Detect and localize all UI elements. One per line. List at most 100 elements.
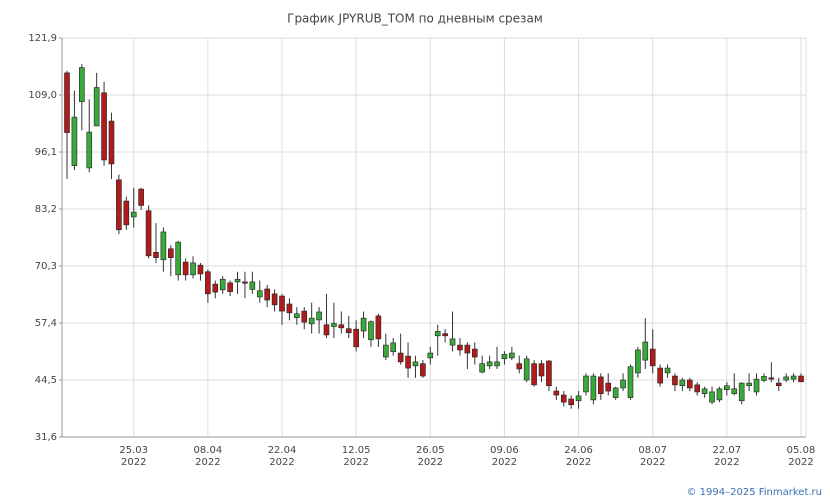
- candle-body: [308, 317, 315, 325]
- candle-body: [323, 324, 330, 336]
- candle-body: [286, 303, 293, 314]
- candle-body: [761, 376, 767, 381]
- candle-body: [605, 382, 612, 392]
- candle-body: [138, 188, 144, 206]
- candle-body: [405, 355, 411, 369]
- x-tick-label: 24.06: [564, 445, 593, 456]
- y-tick-label: 44,5: [35, 375, 57, 386]
- candle-body: [279, 295, 285, 312]
- candle-body: [249, 281, 256, 290]
- candle-body: [798, 375, 804, 383]
- y-tick-label: 57,4: [35, 318, 57, 329]
- candle-body: [123, 200, 130, 226]
- candle-body: [64, 72, 70, 133]
- candle-body: [368, 321, 374, 341]
- candle-body: [449, 338, 456, 346]
- candle-body: [71, 116, 78, 166]
- candle-body: [790, 375, 797, 380]
- y-tick-label: 96,1: [35, 147, 57, 158]
- candle-body: [568, 398, 574, 406]
- x-tick-year: 2022: [121, 457, 146, 468]
- candle-body: [649, 348, 656, 367]
- candle-body: [575, 395, 582, 402]
- x-tick-year: 2022: [343, 457, 368, 468]
- candle-body: [583, 375, 589, 393]
- candle-body: [716, 388, 723, 401]
- candle-body: [664, 367, 671, 374]
- candle-body: [242, 281, 248, 284]
- candle-body: [345, 328, 352, 334]
- x-tick-year: 2022: [640, 457, 665, 468]
- candle-body: [627, 366, 634, 398]
- y-tick-label: 70,3: [35, 261, 57, 272]
- candle-body: [775, 382, 782, 387]
- chart-title: График JPYRUB_TOM по дневным срезам: [287, 12, 543, 26]
- footer: © 1994–2025 Finmarket.ru: [686, 487, 822, 498]
- candle-body: [783, 376, 789, 381]
- candle-body: [182, 261, 189, 276]
- y-tick-label: 109,0: [28, 90, 57, 101]
- candle-body: [724, 385, 730, 391]
- x-tick-label: 22.07: [713, 445, 742, 456]
- candle-body: [523, 358, 530, 381]
- candle-body: [234, 278, 241, 283]
- candle-body: [93, 87, 100, 127]
- candle-body: [464, 344, 471, 354]
- x-tick-year: 2022: [195, 457, 220, 468]
- candle-body: [479, 363, 485, 373]
- candle-body: [167, 248, 174, 258]
- y-tick-label: 83,2: [35, 204, 57, 215]
- x-tick-label: 09.06: [490, 445, 519, 456]
- x-tick-label: 08.07: [638, 445, 667, 456]
- candle-body: [108, 120, 115, 165]
- candle-body: [294, 313, 300, 318]
- candle-body: [560, 394, 567, 403]
- candle-body: [471, 348, 478, 358]
- candle-body: [219, 278, 226, 291]
- candle-body: [271, 293, 278, 306]
- candle-body: [227, 282, 233, 292]
- candle-body: [442, 333, 448, 337]
- candle-body: [709, 391, 715, 403]
- candle-body: [509, 352, 515, 359]
- x-tick-year: 2022: [788, 457, 813, 468]
- x-tick-label: 05.08: [787, 445, 816, 456]
- candle-body: [434, 331, 441, 337]
- x-tick-label: 25.03: [119, 445, 148, 456]
- candle-body: [546, 360, 552, 387]
- candle-body: [256, 290, 263, 298]
- candle-body: [86, 131, 93, 169]
- candle-body: [672, 375, 678, 386]
- candle-body: [501, 354, 508, 360]
- candle-body: [212, 283, 219, 293]
- candle-body: [620, 379, 626, 389]
- candle-body: [316, 311, 322, 321]
- x-tick-label: 08.04: [194, 445, 223, 456]
- candle-body: [753, 378, 760, 393]
- candle-body: [686, 379, 693, 389]
- candle-body: [679, 379, 686, 387]
- candle-body: [701, 388, 708, 394]
- candle-body: [375, 315, 382, 340]
- x-tick-year: 2022: [566, 457, 591, 468]
- candle-body: [130, 211, 137, 218]
- candle-body: [494, 361, 500, 367]
- candle-body: [175, 241, 182, 276]
- candle-body: [420, 363, 426, 377]
- candle-body: [657, 367, 663, 384]
- candle-body: [205, 271, 211, 295]
- candle-body: [768, 377, 775, 380]
- candle-body: [264, 288, 270, 301]
- candle-body: [457, 344, 463, 351]
- candle-body: [101, 92, 107, 161]
- x-tick-year: 2022: [418, 457, 443, 468]
- candle-body: [116, 179, 122, 231]
- candle-body: [612, 387, 619, 398]
- y-tick-label: 121,9: [28, 33, 57, 44]
- candle-body: [694, 384, 701, 393]
- candle-body: [197, 264, 204, 275]
- x-tick-label: 12.05: [342, 445, 371, 456]
- candle-body: [598, 376, 604, 394]
- candle-body: [397, 352, 404, 363]
